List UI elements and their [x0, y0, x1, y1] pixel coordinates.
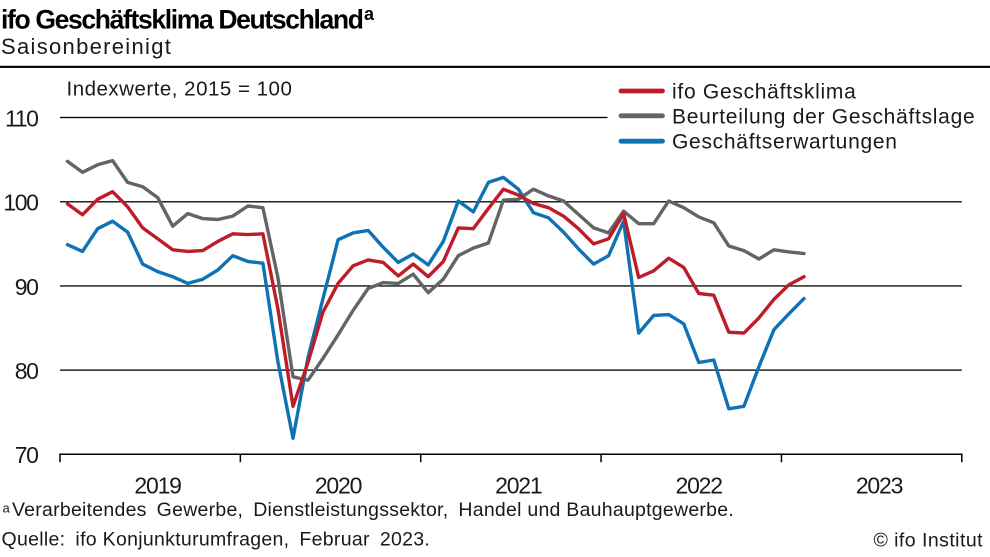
svg-text:2023: 2023 — [856, 473, 903, 499]
svg-text:2021: 2021 — [495, 473, 542, 499]
svg-text:80: 80 — [15, 358, 38, 384]
svg-text:2020: 2020 — [315, 473, 362, 499]
svg-text:Saisonbereinigt: Saisonbereinigt — [1, 34, 172, 59]
svg-text:Beurteilung der Geschäftslage: Beurteilung der Geschäftslage — [672, 105, 975, 128]
svg-text:© ifo Institut: © ifo Institut — [873, 530, 983, 552]
svg-text:70: 70 — [15, 442, 38, 468]
svg-text:Quelle: ifo Konjunkturumfragen: Quelle: ifo Konjunkturumfragen, Februar … — [2, 529, 431, 551]
svg-text:ifo Geschäftsklima: ifo Geschäftsklima — [672, 81, 857, 104]
svg-text:2022: 2022 — [676, 473, 723, 499]
svg-text:Geschäftserwartungen: Geschäftserwartungen — [672, 131, 898, 154]
svg-text:a: a — [3, 501, 11, 516]
svg-text:100: 100 — [3, 190, 38, 216]
svg-text:ifo Geschäftsklima Deutschland: ifo Geschäftsklima Deutschlanda — [1, 4, 375, 35]
svg-text:Indexwerte, 2015 = 100: Indexwerte, 2015 = 100 — [67, 78, 293, 101]
svg-text:90: 90 — [15, 274, 38, 300]
svg-text:2019: 2019 — [134, 473, 181, 499]
svg-text:Verarbeitendes Gewerbe, Dienst: Verarbeitendes Gewerbe, Dienstleistungss… — [12, 499, 734, 521]
svg-text:110: 110 — [5, 105, 38, 131]
